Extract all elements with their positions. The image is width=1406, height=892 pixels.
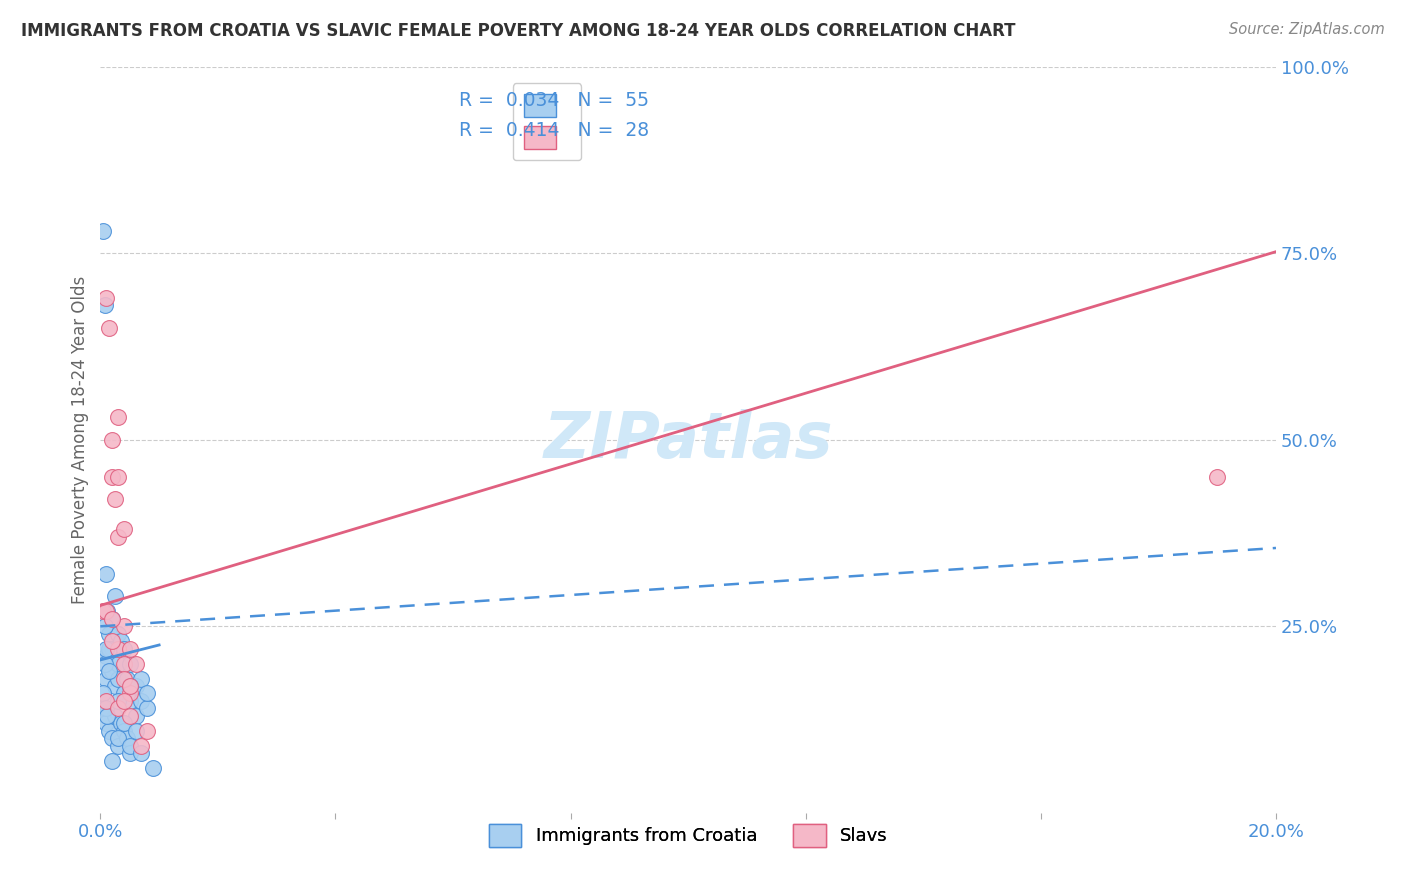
Point	[118, 709, 141, 723]
Point	[107, 470, 129, 484]
Point	[94, 657, 117, 671]
Point	[96, 672, 118, 686]
Point	[96, 604, 118, 618]
Point	[98, 627, 121, 641]
Point	[96, 701, 118, 715]
Point	[91, 604, 114, 618]
Point	[98, 723, 121, 738]
Point	[91, 686, 114, 700]
Point	[104, 590, 127, 604]
Point	[124, 723, 146, 738]
Point	[107, 657, 129, 671]
Point	[101, 612, 124, 626]
Point	[96, 694, 118, 708]
Point	[96, 649, 118, 664]
Point	[107, 530, 129, 544]
Point	[107, 739, 129, 753]
Point	[96, 567, 118, 582]
Point	[112, 672, 135, 686]
Point	[107, 694, 129, 708]
Point	[112, 657, 135, 671]
Point	[96, 716, 118, 731]
Point	[101, 731, 124, 746]
Point	[91, 224, 114, 238]
Point	[136, 701, 159, 715]
Text: ZIPatlas: ZIPatlas	[543, 409, 832, 471]
Point	[112, 619, 135, 633]
Point	[96, 641, 118, 656]
Point	[112, 522, 135, 536]
Point	[107, 672, 129, 686]
Point	[124, 679, 146, 693]
Y-axis label: Female Poverty Among 18-24 Year Olds: Female Poverty Among 18-24 Year Olds	[72, 276, 89, 604]
Point	[107, 410, 129, 425]
Point	[112, 716, 135, 731]
Point	[124, 657, 146, 671]
Point	[96, 604, 118, 618]
Point	[124, 709, 146, 723]
Point	[98, 664, 121, 678]
Point	[112, 694, 135, 708]
Point	[101, 612, 124, 626]
Point	[107, 731, 129, 746]
Point	[112, 641, 135, 656]
Point	[110, 716, 132, 731]
Point	[118, 657, 141, 671]
Point	[107, 627, 129, 641]
Text: Source: ZipAtlas.com: Source: ZipAtlas.com	[1229, 22, 1385, 37]
Point	[96, 709, 118, 723]
Point	[112, 686, 135, 700]
Point	[101, 641, 124, 656]
Point	[136, 686, 159, 700]
Legend: Immigrants from Croatia, Slavs: Immigrants from Croatia, Slavs	[479, 815, 897, 856]
Point	[101, 470, 124, 484]
Point	[107, 641, 129, 656]
Point	[94, 298, 117, 312]
Point	[118, 679, 141, 693]
Point	[107, 701, 129, 715]
Point	[107, 657, 129, 671]
Point	[136, 723, 159, 738]
Point	[104, 679, 127, 693]
Point	[101, 634, 124, 648]
Text: R =  0.414   N =  28: R = 0.414 N = 28	[458, 120, 650, 139]
Point	[1206, 470, 1229, 484]
Point	[98, 320, 121, 334]
Point	[112, 723, 135, 738]
Point	[131, 746, 153, 760]
Point	[104, 492, 127, 507]
Point	[118, 746, 141, 760]
Point	[118, 641, 141, 656]
Point	[101, 433, 124, 447]
Point	[118, 694, 141, 708]
Text: IMMIGRANTS FROM CROATIA VS SLAVIC FEMALE POVERTY AMONG 18-24 YEAR OLDS CORRELATI: IMMIGRANTS FROM CROATIA VS SLAVIC FEMALE…	[21, 22, 1015, 40]
Point	[101, 754, 124, 768]
Point	[131, 672, 153, 686]
Point	[142, 761, 165, 775]
Point	[94, 619, 117, 633]
Point	[115, 672, 138, 686]
Point	[131, 694, 153, 708]
Point	[104, 709, 127, 723]
Point	[101, 664, 124, 678]
Point	[118, 679, 141, 693]
Point	[118, 739, 141, 753]
Text: R =  0.034   N =  55: R = 0.034 N = 55	[458, 91, 650, 110]
Point	[118, 686, 141, 700]
Point	[98, 641, 121, 656]
Point	[91, 701, 114, 715]
Point	[115, 731, 138, 746]
Point	[110, 634, 132, 648]
Point	[131, 739, 153, 753]
Point	[96, 291, 118, 305]
